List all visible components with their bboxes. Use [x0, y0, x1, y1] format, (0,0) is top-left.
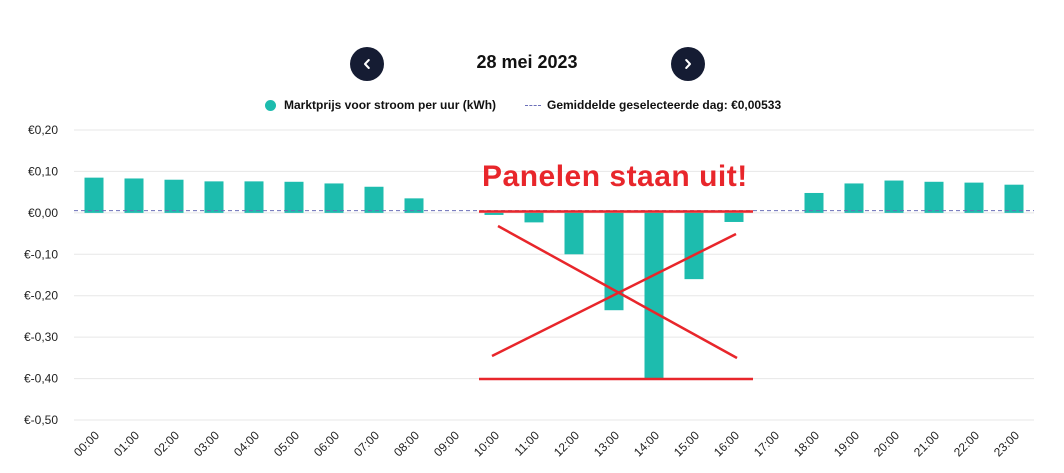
legend-label-market-price: Marktprijs voor stroom per uur (kWh) — [284, 98, 497, 112]
y-tick-label: €-0,10 — [24, 247, 58, 261]
legend-item-average[interactable]: Gemiddelde geselecteerde dag: €0,00533 — [525, 98, 781, 112]
y-tick-label: €0,00 — [28, 206, 58, 220]
price-bar[interactable] — [124, 178, 144, 213]
x-tick-label: 02:00 — [151, 428, 182, 459]
annotation-cross-line — [491, 232, 737, 358]
x-tick-label: 07:00 — [351, 428, 382, 459]
x-tick-label: 08:00 — [391, 428, 422, 459]
x-tick-label: 17:00 — [751, 428, 782, 459]
price-bar[interactable] — [644, 212, 664, 379]
x-tick-label: 03:00 — [191, 428, 222, 459]
previous-day-button[interactable] — [350, 47, 384, 81]
x-tick-label: 05:00 — [271, 428, 302, 459]
price-bar[interactable] — [164, 179, 184, 213]
x-tick-label: 04:00 — [231, 428, 262, 459]
price-bar[interactable] — [364, 186, 384, 213]
price-bar[interactable] — [84, 177, 104, 213]
chart-legend: Marktprijs voor stroom per uur (kWh) Gem… — [0, 98, 1064, 116]
price-bar[interactable] — [1004, 184, 1024, 213]
chevron-right-icon — [685, 59, 691, 69]
legend-dot-icon — [265, 99, 276, 111]
x-tick-label: 06:00 — [311, 428, 342, 459]
chevron-left-icon — [364, 59, 370, 69]
x-tick-label: 15:00 — [671, 428, 702, 459]
x-tick-label: 21:00 — [911, 428, 942, 459]
x-tick-label: 22:00 — [951, 428, 982, 459]
y-tick-label: €-0,30 — [24, 330, 58, 344]
x-tick-label: 01:00 — [111, 428, 142, 459]
legend-dash-icon — [525, 104, 541, 106]
x-tick-label: 16:00 — [711, 428, 742, 459]
price-bar[interactable] — [684, 212, 704, 280]
price-bar[interactable] — [244, 181, 264, 213]
legend-item-market-price[interactable]: Marktprijs voor stroom per uur (kWh) — [265, 98, 496, 112]
price-bar[interactable] — [844, 183, 864, 213]
x-tick-label: 13:00 — [591, 428, 622, 459]
price-bar[interactable] — [564, 212, 584, 255]
selected-date: 28 mei 2023 — [476, 52, 578, 72]
price-bar[interactable] — [484, 212, 504, 215]
y-tick-label: €-0,20 — [24, 289, 58, 303]
legend-label-average: Gemiddelde geselecteerde dag: €0,00533 — [547, 98, 782, 112]
x-tick-label: 20:00 — [871, 428, 902, 459]
x-tick-label: 19:00 — [831, 428, 862, 459]
x-tick-label: 18:00 — [791, 428, 822, 459]
price-bar[interactable] — [524, 212, 544, 223]
price-bar[interactable] — [924, 181, 944, 213]
price-bar[interactable] — [204, 181, 224, 213]
next-day-button[interactable] — [671, 47, 705, 81]
y-tick-label: €-0,40 — [24, 372, 58, 386]
date-navigation: 28 mei 2023 — [0, 46, 1064, 82]
y-tick-label: €0,20 — [28, 123, 58, 137]
price-bar[interactable] — [884, 180, 904, 213]
price-bar[interactable] — [964, 182, 984, 213]
price-bar[interactable] — [324, 183, 344, 213]
y-tick-label: €0,10 — [28, 164, 58, 178]
price-bar[interactable] — [724, 212, 744, 222]
x-tick-label: 12:00 — [551, 428, 582, 459]
price-bar[interactable] — [604, 212, 624, 311]
price-bar[interactable] — [804, 192, 824, 213]
x-tick-label: 11:00 — [512, 428, 543, 459]
x-tick-label: 00:00 — [71, 428, 102, 459]
x-tick-label: 09:00 — [431, 428, 462, 459]
x-tick-label: 10:00 — [471, 428, 502, 459]
y-tick-label: €-0,50 — [24, 413, 58, 427]
price-bar[interactable] — [284, 181, 304, 213]
x-tick-label: 14:00 — [631, 428, 662, 459]
x-tick-label: 23:00 — [991, 428, 1022, 459]
price-bar[interactable] — [404, 198, 424, 213]
panels-off-annotation: Panelen staan uit! — [482, 160, 748, 193]
